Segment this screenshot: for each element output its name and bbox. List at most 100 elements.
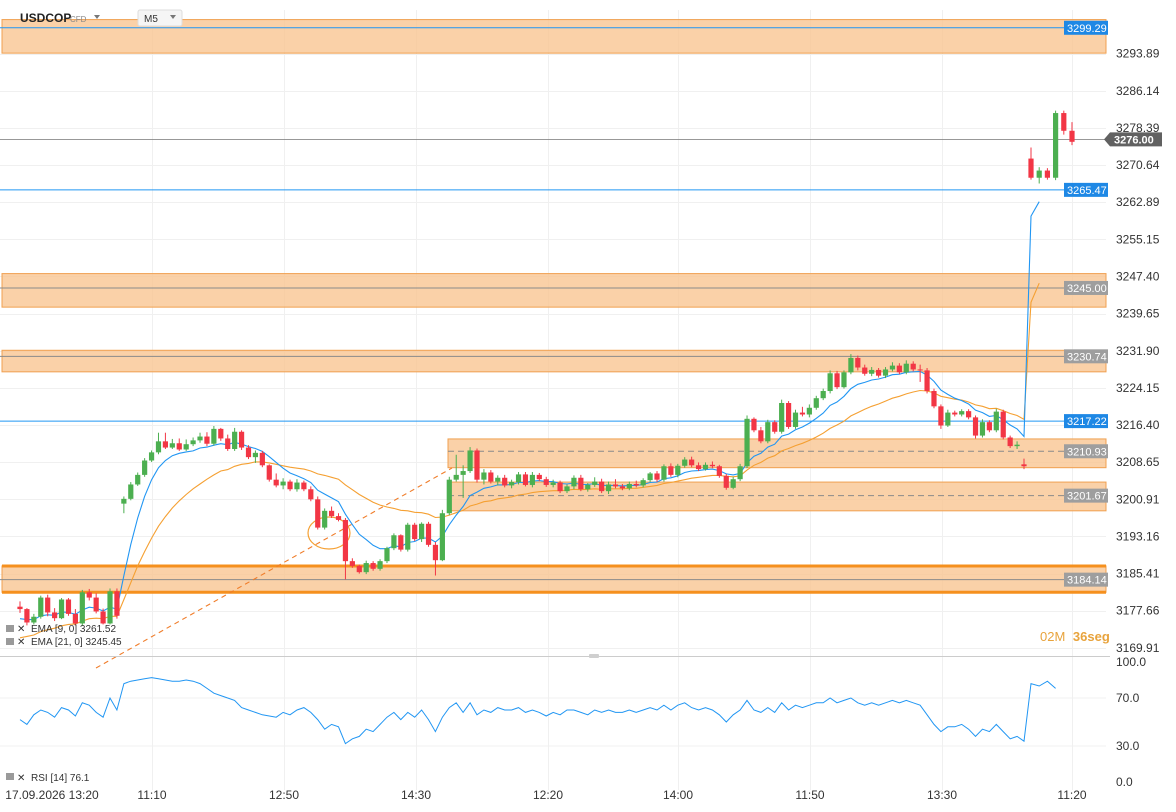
price-tick-label: 3231.90 <box>1116 344 1160 358</box>
candle-body <box>772 422 778 432</box>
candle-body <box>439 513 445 561</box>
candle-body <box>100 611 106 624</box>
zone-rect[interactable] <box>1 19 1107 54</box>
price-lines <box>0 27 1106 581</box>
candle-body <box>612 484 619 487</box>
zone-rect[interactable] <box>1 349 1107 373</box>
time-tick-label: 11:10 <box>137 788 166 802</box>
candle-body <box>834 373 840 388</box>
candle-body <box>751 418 757 431</box>
candle-body <box>287 481 293 490</box>
user-drawings[interactable] <box>95 467 453 669</box>
candle-body <box>682 459 688 466</box>
candle-body <box>65 599 72 614</box>
candle-body <box>640 480 646 486</box>
symbol-dropdown-icon[interactable] <box>94 15 100 19</box>
rsi-line <box>19 677 1056 745</box>
candle-body <box>58 599 65 619</box>
price-tag[interactable] <box>1064 488 1108 503</box>
indicator-remove-icon[interactable]: ✕ <box>17 637 25 648</box>
candle-body <box>695 465 702 470</box>
candle-body <box>633 483 639 486</box>
candle-body <box>121 498 127 504</box>
candle-body <box>723 475 729 488</box>
timeframe-dropdown-icon[interactable] <box>170 15 176 19</box>
current-price-label: 3276.00 <box>1114 134 1154 146</box>
rsi-remove-icon[interactable]: ✕ <box>17 773 25 784</box>
candle-body <box>813 398 819 408</box>
candle-body <box>86 592 92 598</box>
candle-body <box>24 609 30 623</box>
candle-body <box>176 443 182 450</box>
candle-body <box>488 472 494 482</box>
candle-body <box>135 474 141 485</box>
indicator-settings-icon[interactable] <box>6 638 14 645</box>
zone-rect[interactable] <box>1 565 1107 593</box>
zone-rect[interactable] <box>447 438 1107 469</box>
price-tick-label: 3208.65 <box>1116 455 1160 469</box>
candle-body <box>841 372 847 388</box>
candle-body <box>917 369 923 371</box>
candle-body <box>252 452 259 458</box>
candle-body <box>668 466 674 475</box>
candle-body <box>626 483 632 489</box>
candle-body <box>1044 170 1050 178</box>
indicator-remove-icon[interactable]: ✕ <box>17 624 25 635</box>
candle-body <box>529 474 535 485</box>
candle-body <box>827 373 833 392</box>
candle-body <box>93 597 99 612</box>
candle-body <box>72 613 78 624</box>
timeframe-select[interactable] <box>137 9 183 27</box>
price-tag-label: 3201.67 <box>1067 491 1107 503</box>
price-tag[interactable] <box>1064 444 1108 459</box>
candle-body <box>1007 437 1013 447</box>
price-tag[interactable] <box>1064 182 1108 197</box>
zone-rect[interactable] <box>1 273 1107 308</box>
candle-body <box>550 482 556 485</box>
candle-body <box>294 482 300 490</box>
rsi-settings-icon[interactable] <box>6 773 14 780</box>
candle-body <box>654 473 660 480</box>
candle-body <box>280 481 286 486</box>
pane-resize-handle[interactable] <box>589 654 599 658</box>
price-tick-label: 3247.40 <box>1116 269 1160 283</box>
supply-demand-zones <box>1 19 1107 594</box>
candle-body <box>709 464 716 467</box>
candle-body <box>675 465 681 475</box>
candle-body <box>702 464 709 470</box>
price-tag[interactable] <box>1064 349 1108 364</box>
candle-body <box>592 481 598 485</box>
time-tick-label: 11:50 <box>795 788 824 802</box>
price-tag[interactable] <box>1064 280 1108 295</box>
price-tag-label: 3184.14 <box>1067 575 1107 587</box>
price-tag-label: 3245.00 <box>1067 283 1107 295</box>
rsi-level-label: 100.0 <box>1116 655 1146 669</box>
indicator-legend: ✕ EMA [9, 0] 3261.52 ✕ EMA [21, 0] 3245.45 <box>6 624 122 648</box>
price-tag[interactable] <box>1064 20 1108 35</box>
candle-body <box>785 402 792 427</box>
candle-body <box>114 591 120 616</box>
candle-body <box>875 369 882 376</box>
candle-body <box>716 466 722 476</box>
candle-body <box>266 465 272 480</box>
price-tag[interactable] <box>1064 572 1108 587</box>
candle-body <box>993 411 999 431</box>
candle-body <box>79 592 85 624</box>
candle-body <box>522 474 529 485</box>
price-tag[interactable] <box>1064 414 1108 429</box>
candle-body <box>979 422 986 436</box>
ema9-line <box>19 201 1040 621</box>
symbol-name[interactable]: USDCOP <box>20 11 71 25</box>
candle-body <box>938 406 944 426</box>
candle-body <box>425 523 432 545</box>
candle-body <box>432 544 439 561</box>
candle-body <box>232 431 238 450</box>
candle-body <box>945 412 951 426</box>
circle-annotation[interactable] <box>307 516 351 550</box>
time-tick-label: 12:20 <box>533 788 563 802</box>
indicator-settings-icon[interactable] <box>6 625 14 632</box>
candle-body <box>384 548 390 562</box>
candle-body <box>903 363 909 373</box>
